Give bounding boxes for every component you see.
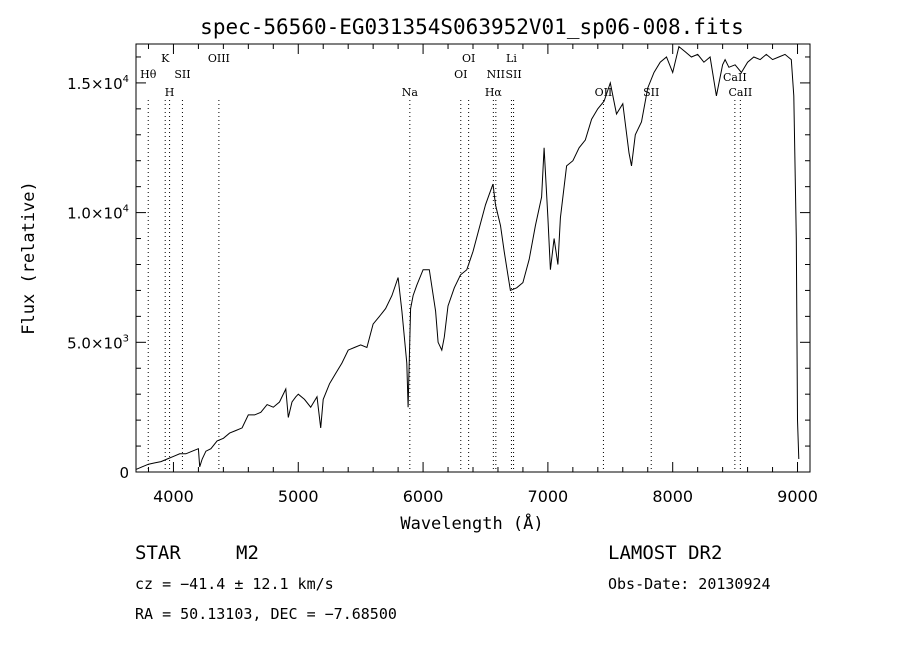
spectrum-line — [135, 45, 800, 470]
line-label-0: Hθ — [140, 68, 157, 81]
x-tick-label-0: 4000 — [153, 487, 194, 506]
line-label-12: OII — [595, 86, 613, 99]
survey-name: LAMOST DR2 — [608, 542, 723, 564]
line-label-5: Na — [402, 86, 419, 99]
line-label-1: K — [161, 52, 170, 65]
line-label-8: Hα — [485, 86, 503, 99]
coordinates-readout: RA = 50.13103, DEC = −7.68500 — [135, 605, 397, 623]
chart-title: spec-56560-EG031354S063952V01_sp06-008.f… — [200, 15, 744, 39]
x-axis-label: Wavelength (Å) — [400, 512, 543, 534]
object-class: STAR — [135, 542, 181, 564]
x-tick-label-4: 8000 — [652, 487, 693, 506]
observation-date: Obs-Date: 20130924 — [608, 575, 771, 593]
x-tick-label-3: 7000 — [528, 487, 569, 506]
x-tick-label-2: 6000 — [403, 487, 444, 506]
y-tick-label-3: 1.5×104 — [67, 74, 129, 93]
y-tick-label-1: 5.0×103 — [67, 333, 129, 352]
y-tick-label-0: 0 — [119, 464, 129, 482]
axis-ticks: 4000 5000 6000 7000 8000 9000 0 5.0×103 1.0×104 1… — [67, 44, 818, 506]
line-label-14: CaII — [723, 71, 747, 84]
y-axis-label: Flux (relative) — [19, 181, 39, 335]
y-tick-label-2: 1.0×104 — [67, 204, 129, 223]
line-label-11: SII — [505, 68, 521, 81]
spectral-subclass: M2 — [236, 542, 259, 564]
line-label-7: OI — [462, 52, 475, 65]
redshift-readout: cz = −41.4 ± 12.1 km/s — [135, 575, 334, 593]
line-label-10: Li — [506, 52, 517, 65]
line-label-9: NII — [487, 68, 505, 81]
line-label-2: H — [165, 86, 175, 99]
x-tick-label-1: 5000 — [278, 487, 319, 506]
plot-frame — [135, 43, 811, 473]
line-label-4: OIII — [208, 52, 230, 65]
line-label-15: CaII — [729, 86, 753, 99]
x-tick-label-5: 9000 — [777, 487, 818, 506]
line-label-6: OI — [454, 68, 467, 81]
line-label-3: SII — [174, 68, 190, 81]
